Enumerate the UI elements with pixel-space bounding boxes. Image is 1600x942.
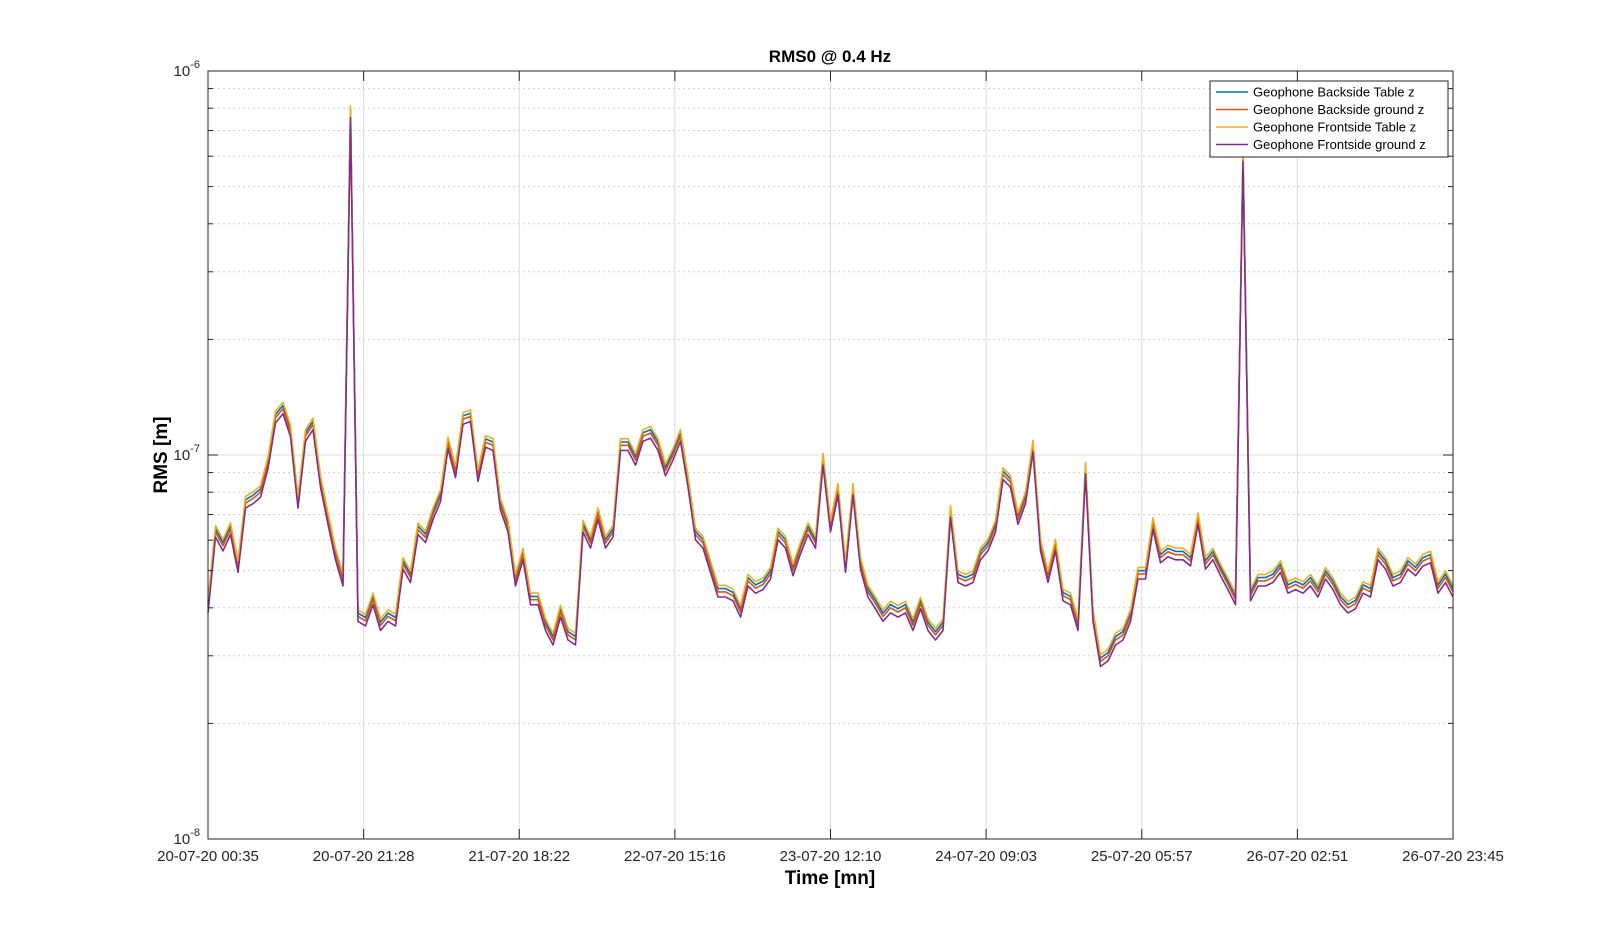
x-tick-label: 20-07-20 00:35 xyxy=(157,848,259,865)
legend-box xyxy=(1209,80,1449,158)
x-tick-label: 21-07-20 18:22 xyxy=(468,848,570,865)
legend-entry: Geophone Backside Table z xyxy=(1253,85,1415,100)
y-tick-label: 10-8 xyxy=(174,827,200,848)
x-tick-label: 23-07-20 12:10 xyxy=(780,848,882,865)
y-tick-label: 10-6 xyxy=(174,59,200,80)
x-tick-label: 22-07-20 15:16 xyxy=(624,848,726,865)
x-tick-label: 25-07-20 05:57 xyxy=(1091,848,1193,865)
y-axis-label: RMS [m] xyxy=(151,416,172,493)
legend-entry: Geophone Frontside ground z xyxy=(1253,137,1426,152)
series-line-4 xyxy=(207,116,1454,668)
x-axis-label: Time [mn] xyxy=(785,868,875,889)
x-tick-label: 20-07-20 21:28 xyxy=(313,848,415,865)
axis-ticks: 10-8 10-7 10-6 20-07-20 00:35 20-07-20 21:28… xyxy=(157,59,1504,865)
chart-title: RMS0 @ 0.4 Hz xyxy=(769,47,891,66)
y-tick-label: 10-7 xyxy=(174,443,200,464)
x-tick-label: 24-07-20 09:03 xyxy=(935,848,1037,865)
legend-entry: Geophone Frontside Table z xyxy=(1253,120,1416,135)
legend-entry: Geophone Backside ground z xyxy=(1253,102,1424,117)
x-tick-label: 26-07-20 23:45 xyxy=(1402,848,1504,865)
series-group xyxy=(207,105,1454,668)
legend: Geophone Backside Table z Geophone Backsi… xyxy=(1209,80,1449,158)
grid xyxy=(208,71,1453,839)
x-tick-label: 26-07-20 02:51 xyxy=(1247,848,1349,865)
